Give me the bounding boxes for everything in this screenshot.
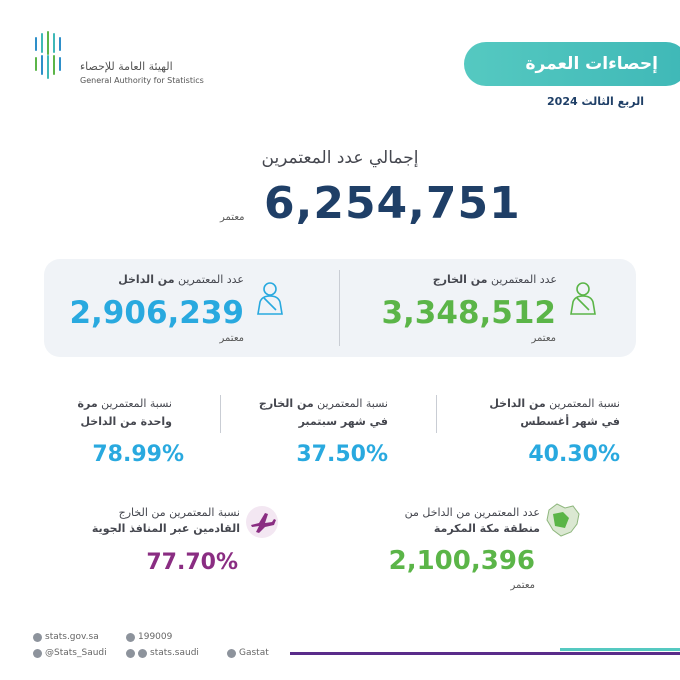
pilgrim-inside-icon (257, 282, 283, 315)
september-outside-label: نسبة المعتمرين من الخارج في شهر سبتمبر (208, 395, 388, 431)
makkah-pilgrims-unit: معتمر (510, 580, 536, 591)
september-label-bold: من الخارج (258, 397, 314, 410)
quarter-label: الربع الثالث 2024 (547, 95, 644, 108)
inside-label-bold: من الداخل (118, 273, 175, 286)
september-label-line2: في شهر سبتمبر (298, 415, 388, 428)
inside-pilgrims-label: عدد المعتمرين من الداخل (118, 273, 244, 286)
september-label-prefix: نسبة المعتمرين (313, 397, 388, 410)
globe-icon (33, 632, 42, 642)
footer-phone[interactable]: 199009 (126, 632, 172, 642)
phone-icon (126, 632, 135, 642)
x-icon (33, 648, 42, 658)
august-inside-value: 40.30% (528, 442, 620, 467)
total-pilgrims-value: 6,254,751 (264, 178, 521, 229)
outside-pilgrims-label: عدد المعتمرين من الخارج (433, 273, 557, 286)
footer-website[interactable]: stats.gov.sa (33, 632, 99, 642)
footer-social[interactable]: stats.saudi (126, 648, 199, 658)
air-label-line1: نسبة المعتمرين من الخارج (118, 506, 240, 519)
once-label-line2: واحدة من الداخل (80, 415, 172, 428)
once-inside-value: 78.99% (92, 442, 184, 467)
org-name-english: General Authority for Statistics (80, 76, 204, 85)
inside-pilgrims-unit: معتمر (219, 333, 245, 344)
makkah-pilgrims-label: عدد المعتمرين من الداخل من منطقة مكة الم… (340, 505, 540, 537)
august-label-prefix: نسبة المعتمرين (545, 397, 620, 410)
footer-linkedin-text: Gastat (239, 648, 269, 658)
stat-divider (220, 395, 221, 433)
title-banner: إحصاءات العمرة (464, 42, 680, 86)
linkedin-icon (227, 648, 236, 658)
footer-twitter-text: @Stats_Saudi (45, 648, 107, 658)
once-label-prefix: نسبة المعتمرين (97, 397, 172, 410)
august-inside-label: نسبة المعتمرين من الداخل في شهر أغسطس (440, 395, 620, 431)
outside-label-prefix: عدد المعتمرين (487, 273, 557, 286)
outside-label-bold: من الخارج (432, 273, 488, 286)
once-label-bold: مرة (77, 397, 98, 410)
footer-social-text: stats.saudi (150, 648, 199, 658)
inside-pilgrims-value: 2,906,239 (69, 295, 244, 331)
total-pilgrims-label: إجمالي عدد المعتمرين (261, 148, 419, 168)
footer-twitter[interactable]: @Stats_Saudi (33, 648, 107, 658)
footer-website-text: stats.gov.sa (45, 632, 99, 642)
once-inside-label: نسبة المعتمرين مرة واحدة من الداخل (22, 395, 173, 431)
footer-linkedin[interactable]: Gastat (227, 648, 269, 658)
domestic-foreign-panel (44, 259, 636, 357)
outside-pilgrims-unit: معتمر (531, 333, 557, 344)
facebook-icon (138, 648, 147, 658)
footer-purple-line (290, 652, 680, 655)
pilgrim-outside-icon (570, 282, 596, 315)
air-arrivals-value: 77.70% (146, 550, 238, 575)
august-label-line2: في شهر أغسطس (520, 415, 620, 428)
august-label-bold: من الداخل (489, 397, 546, 410)
makkah-pilgrims-value: 2,100,396 (388, 546, 535, 576)
makkah-label-line1: عدد المعتمرين من الداخل من (404, 506, 540, 519)
footer-phone-text: 199009 (138, 632, 173, 642)
total-pilgrims-unit: معتمر (220, 212, 245, 223)
page-title: إحصاءات العمرة (525, 54, 658, 74)
september-outside-value: 37.50% (296, 442, 388, 467)
org-name-arabic: الهيئة العامة للإحصاء (80, 60, 173, 73)
map-makkah-icon (546, 503, 580, 537)
airplane-icon (246, 506, 278, 538)
inside-label-prefix: عدد المعتمرين (174, 273, 244, 286)
footer-teal-line (560, 648, 680, 651)
outside-pilgrims-value: 3,348,512 (381, 295, 556, 331)
panel-divider (339, 270, 340, 346)
makkah-label-line2: منطقة مكة المكرمة (433, 522, 540, 535)
air-label-line2: القادمين عبر المنافذ الجوية (91, 522, 240, 535)
gastat-logo-icon (35, 31, 61, 79)
air-arrivals-label: نسبة المعتمرين من الخارج القادمين عبر ال… (20, 505, 240, 537)
instagram-icon (126, 648, 135, 658)
stat-divider (436, 395, 437, 433)
